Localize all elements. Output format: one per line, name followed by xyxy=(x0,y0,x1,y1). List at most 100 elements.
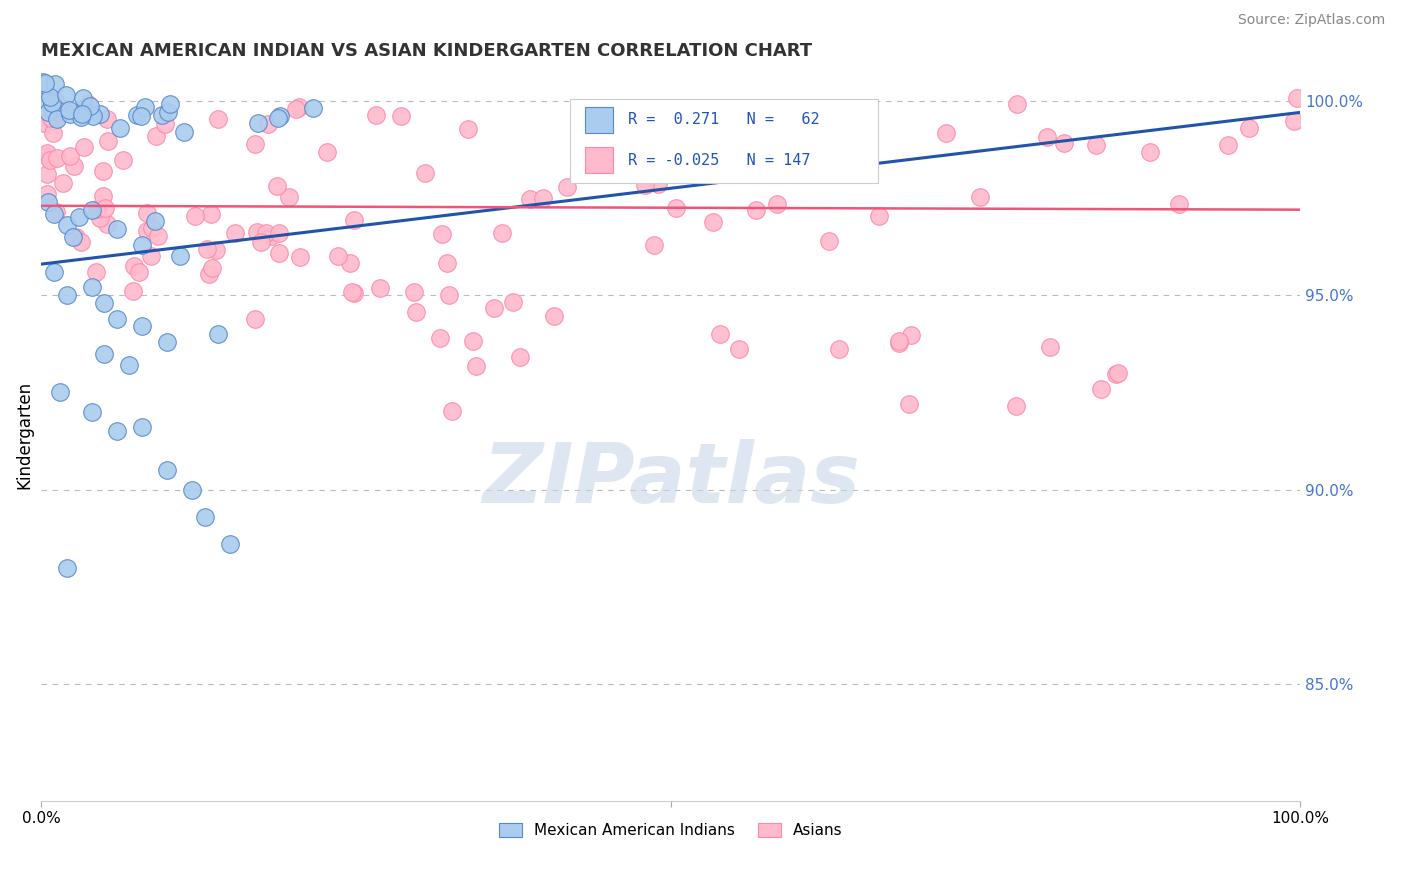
Point xyxy=(1053,136,1076,150)
Point xyxy=(1168,197,1191,211)
Point xyxy=(79,99,101,113)
Point xyxy=(368,281,391,295)
Point xyxy=(51,102,73,116)
Text: MEXICAN AMERICAN INDIAN VS ASIAN KINDERGARTEN CORRELATION CHART: MEXICAN AMERICAN INDIAN VS ASIAN KINDERG… xyxy=(41,42,813,60)
Y-axis label: Kindergarten: Kindergarten xyxy=(15,381,32,490)
Point xyxy=(156,463,179,477)
Point xyxy=(266,179,288,194)
Point xyxy=(80,202,103,217)
Point xyxy=(765,197,787,211)
Point xyxy=(288,100,311,114)
Point xyxy=(41,102,63,116)
FancyBboxPatch shape xyxy=(569,99,879,183)
Point xyxy=(65,229,87,244)
Point xyxy=(194,510,217,524)
Point xyxy=(37,194,59,209)
Point xyxy=(153,117,176,131)
Point xyxy=(111,153,134,167)
Point xyxy=(35,148,58,162)
Point xyxy=(46,151,69,165)
Point xyxy=(465,359,488,374)
Point xyxy=(1105,367,1128,381)
Point xyxy=(643,238,665,252)
Point xyxy=(249,235,271,250)
Point xyxy=(201,261,224,276)
Point xyxy=(86,265,108,279)
Text: R = -0.025   N = 147: R = -0.025 N = 147 xyxy=(628,153,810,168)
Point xyxy=(181,483,204,497)
Point xyxy=(42,265,65,279)
Point xyxy=(128,265,150,279)
Point xyxy=(73,140,96,154)
Point xyxy=(697,114,720,128)
Point xyxy=(1107,366,1129,380)
Point xyxy=(343,213,366,227)
Point xyxy=(868,210,890,224)
Point xyxy=(269,109,291,123)
Point xyxy=(67,211,90,225)
Point xyxy=(404,285,426,299)
Point xyxy=(70,235,93,250)
Point xyxy=(405,305,427,319)
Point xyxy=(389,109,412,123)
Point xyxy=(207,327,229,342)
Point xyxy=(46,112,69,127)
Point xyxy=(37,167,59,181)
Point xyxy=(543,309,565,323)
Point xyxy=(91,164,114,178)
Point xyxy=(247,116,270,130)
Point xyxy=(169,249,191,263)
Point xyxy=(44,94,66,108)
Point xyxy=(288,250,311,264)
Point xyxy=(89,211,111,226)
Point xyxy=(342,285,364,300)
Point xyxy=(91,188,114,202)
Point xyxy=(665,201,688,215)
Point xyxy=(183,209,205,223)
Point xyxy=(267,111,290,125)
Point xyxy=(124,259,146,273)
Point xyxy=(243,311,266,326)
Point xyxy=(195,242,218,256)
FancyBboxPatch shape xyxy=(585,147,613,173)
Point xyxy=(69,110,91,124)
Point xyxy=(42,127,65,141)
Point xyxy=(86,202,108,216)
Point xyxy=(430,227,453,241)
Point xyxy=(145,129,167,144)
Point xyxy=(37,104,59,119)
Point xyxy=(509,350,531,364)
Point xyxy=(131,237,153,252)
Point xyxy=(702,215,724,229)
Point xyxy=(555,180,578,194)
Point xyxy=(246,225,269,239)
Point xyxy=(339,256,361,270)
Point xyxy=(135,206,157,220)
Point xyxy=(34,76,56,90)
Point xyxy=(1007,97,1029,112)
Point xyxy=(745,202,768,217)
Point xyxy=(139,249,162,263)
FancyBboxPatch shape xyxy=(585,107,613,133)
Point xyxy=(156,334,179,349)
Point xyxy=(277,190,299,204)
Point xyxy=(519,192,541,206)
Point xyxy=(1039,340,1062,354)
Point xyxy=(39,90,62,104)
Point xyxy=(583,167,606,181)
Point xyxy=(728,342,751,356)
Point xyxy=(1090,382,1112,396)
Point xyxy=(82,109,104,123)
Point xyxy=(39,153,62,168)
Point xyxy=(889,334,911,348)
Point xyxy=(42,100,65,114)
Point xyxy=(42,113,65,128)
Point xyxy=(45,205,67,219)
Point xyxy=(198,267,221,281)
Point xyxy=(118,358,141,372)
Point xyxy=(141,221,163,235)
Point xyxy=(284,103,307,117)
Point xyxy=(34,116,56,130)
Point xyxy=(31,92,53,106)
Point xyxy=(59,106,82,120)
